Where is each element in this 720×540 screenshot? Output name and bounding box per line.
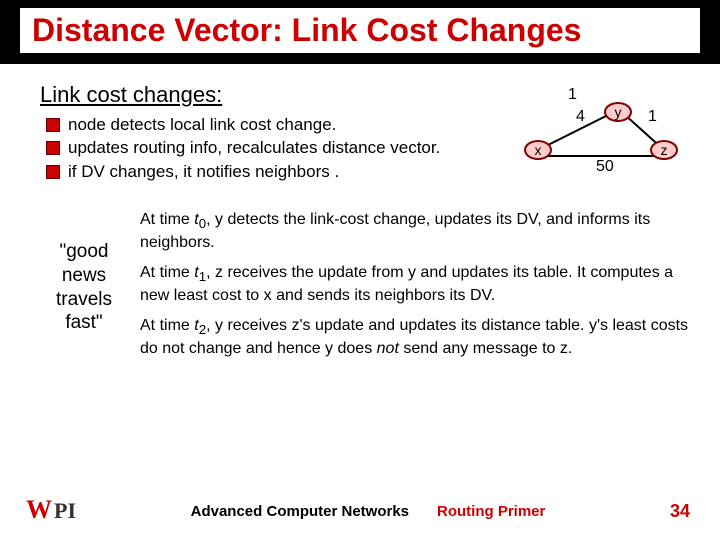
bullet-list: node detects local link cost change. upd…: [40, 114, 480, 182]
node-x: x: [524, 140, 552, 160]
node-z: z: [650, 140, 678, 160]
network-diagram: x y z 1 4 1 50: [500, 82, 690, 192]
title-bar: Distance Vector: Link Cost Changes: [0, 0, 720, 64]
graph-svg: [500, 82, 690, 192]
logo-w: W: [26, 495, 52, 524]
quote-line: travels: [40, 288, 128, 312]
bullet-item: updates routing info, recalculates dista…: [46, 137, 480, 158]
quote-line: "good: [40, 240, 128, 264]
footer-course: Advanced Computer Networks: [191, 503, 409, 520]
quote-line: news: [40, 264, 128, 288]
footer-center: Advanced Computer Networks Routing Prime…: [96, 503, 640, 520]
logo-pi: PI: [54, 498, 76, 523]
footer: W PI Advanced Computer Networks Routing …: [0, 494, 720, 528]
wpi-logo: W PI: [24, 494, 96, 528]
mid-row: "good news travels fast" At time t0, y d…: [40, 210, 690, 369]
quote-line: fast": [40, 311, 128, 335]
page-number: 34: [640, 501, 690, 522]
slide-title: Distance Vector: Link Cost Changes: [20, 8, 700, 53]
edge-label-xy-new: 1: [568, 86, 577, 104]
quote-box: "good news travels fast": [40, 210, 128, 335]
para-t0: At time t0, y detects the link-cost chan…: [140, 210, 690, 253]
bullet-item: if DV changes, it notifies neighbors .: [46, 161, 480, 182]
node-y: y: [604, 102, 632, 122]
content-area: Link cost changes: node detects local li…: [0, 64, 720, 369]
footer-topic: Routing Primer: [437, 503, 545, 520]
bullets-column: Link cost changes: node detects local li…: [40, 82, 480, 184]
edge-label-xz: 50: [596, 158, 614, 176]
top-row: Link cost changes: node detects local li…: [40, 82, 690, 192]
para-t2: At time t2, y receives z's update and up…: [140, 316, 690, 359]
paragraph-column: At time t0, y detects the link-cost chan…: [140, 210, 690, 369]
para-t1: At time t1, z receives the update from y…: [140, 263, 690, 306]
edge-label-yz: 1: [648, 108, 657, 126]
section-subtitle: Link cost changes:: [40, 82, 480, 108]
bullet-item: node detects local link cost change.: [46, 114, 480, 135]
edge-label-xy-old: 4: [576, 108, 585, 126]
